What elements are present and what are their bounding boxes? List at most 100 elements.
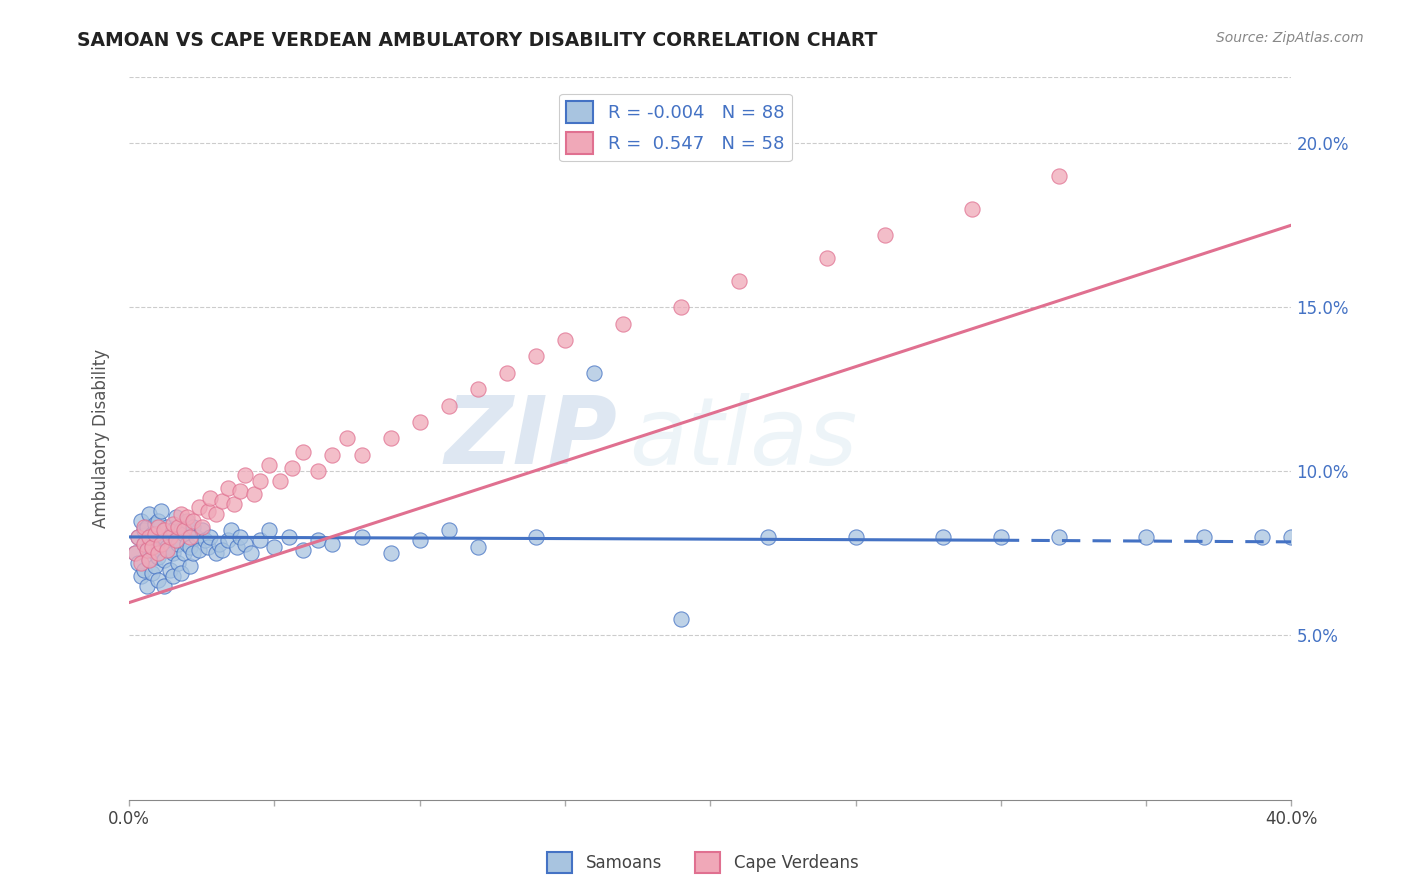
Point [240,546,263,560]
Point [612,317,634,331]
Point [1194,530,1216,544]
Point [167,520,190,534]
Point [873,227,896,242]
Point [181,514,204,528]
Point [932,530,955,544]
Point [181,546,204,560]
Point [380,432,402,446]
Text: atlas: atlas [628,393,858,484]
Point [408,533,430,548]
Point [217,481,239,495]
Point [150,530,173,544]
Point [845,530,868,544]
Point [129,569,152,583]
Point [153,579,176,593]
Point [292,444,315,458]
Point [194,533,217,548]
Point [141,543,163,558]
Point [1047,530,1070,544]
Point [138,533,160,548]
Y-axis label: Ambulatory Disability: Ambulatory Disability [93,349,110,528]
Text: ZIP: ZIP [444,392,617,484]
Point [159,563,181,577]
Point [211,493,233,508]
Point [292,543,315,558]
Text: SAMOAN VS CAPE VERDEAN AMBULATORY DISABILITY CORRELATION CHART: SAMOAN VS CAPE VERDEAN AMBULATORY DISABI… [77,31,877,50]
Point [187,500,209,515]
Point [437,399,460,413]
Point [156,543,179,558]
Point [176,536,198,550]
Point [281,461,304,475]
Point [146,536,169,550]
Point [132,536,155,550]
Point [197,540,219,554]
Point [228,530,250,544]
Point [467,382,489,396]
Point [190,524,212,538]
Point [197,504,219,518]
Point [269,474,291,488]
Point [380,546,402,560]
Point [179,540,201,554]
Point [190,520,212,534]
Point [162,569,184,583]
Point [162,524,184,538]
Point [146,514,169,528]
Point [233,536,256,550]
Point [257,458,280,472]
Legend: R = -0.004   N = 88, R =  0.547   N = 58: R = -0.004 N = 88, R = 0.547 N = 58 [560,94,792,161]
Point [124,546,146,560]
Point [321,536,343,550]
Point [143,516,166,531]
Point [167,536,190,550]
Point [179,559,201,574]
Point [127,530,149,544]
Point [135,520,157,534]
Point [170,507,193,521]
Point [143,559,166,574]
Point [184,530,207,544]
Point [170,566,193,580]
Point [153,530,176,544]
Point [200,530,222,544]
Point [165,533,187,548]
Point [143,526,166,541]
Point [135,579,157,593]
Point [141,540,163,554]
Point [728,274,751,288]
Point [467,540,489,554]
Point [159,543,181,558]
Point [141,526,163,541]
Point [249,533,271,548]
Point [205,546,228,560]
Point [135,543,157,558]
Point [233,467,256,482]
Point [156,520,179,534]
Point [249,474,271,488]
Point [176,510,198,524]
Point [129,556,152,570]
Point [815,251,838,265]
Point [228,483,250,498]
Point [138,553,160,567]
Point [350,530,373,544]
Legend: Samoans, Cape Verdeans: Samoans, Cape Verdeans [541,846,865,880]
Point [146,549,169,564]
Point [1135,530,1157,544]
Point [205,507,228,521]
Point [165,533,187,548]
Point [524,530,547,544]
Point [257,524,280,538]
Point [132,536,155,550]
Point [124,546,146,560]
Point [208,536,231,550]
Point [141,566,163,580]
Point [408,415,430,429]
Point [307,533,329,548]
Point [132,520,155,534]
Point [990,530,1012,544]
Point [350,448,373,462]
Point [582,366,605,380]
Point [176,514,198,528]
